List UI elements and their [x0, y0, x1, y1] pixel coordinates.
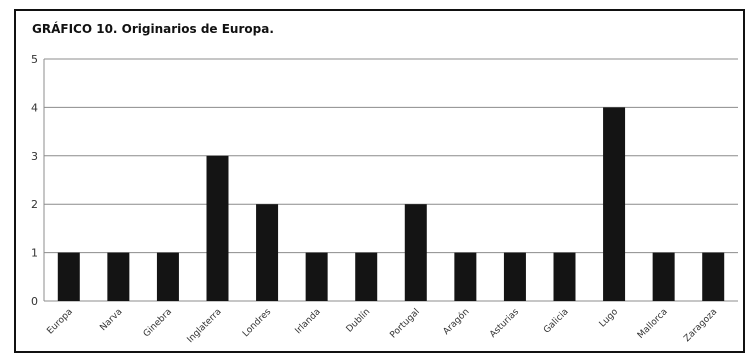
x-tick-label: Ginebra — [142, 307, 174, 339]
bar-dublín — [355, 252, 378, 301]
bar-zaragoza — [702, 252, 725, 301]
y-tick-label: 3 — [31, 150, 38, 163]
x-tick-label: Inglaterra — [185, 307, 223, 345]
bar-irlanda — [305, 252, 328, 301]
x-tick-label: Mallorca — [636, 307, 670, 341]
y-tick-label: 4 — [31, 101, 38, 114]
chart-title: GRÁFICO 10. Originarios de Europa. — [32, 22, 274, 36]
y-tick-label: 0 — [31, 295, 38, 308]
bar-narva — [107, 252, 130, 301]
x-tick-label: Aragón — [441, 306, 472, 337]
y-tick-label: 2 — [31, 198, 38, 211]
bar-inglaterra — [206, 155, 229, 301]
bar-londres — [256, 204, 279, 301]
x-tick-label: Zaragoza — [682, 307, 719, 344]
x-tick-label: Irlanda — [294, 307, 323, 336]
y-tick-label: 1 — [31, 247, 38, 260]
bar-aragón — [454, 252, 477, 301]
bar-asturias — [503, 252, 526, 301]
x-tick-label: Galicia — [542, 307, 571, 336]
bar-lugo — [603, 107, 626, 302]
bar-portugal — [404, 204, 427, 301]
x-tick-label: Lugo — [598, 307, 621, 330]
x-tick-label: Asturias — [488, 307, 521, 340]
bar-europa — [57, 252, 80, 301]
y-tick-label: 5 — [31, 53, 38, 66]
bar-mallorca — [652, 252, 675, 301]
x-tick-label: Dublín — [345, 307, 373, 335]
bar-ginebra — [156, 252, 179, 301]
x-tick-label: Europa — [45, 307, 74, 336]
x-tick-label: Portugal — [388, 307, 421, 340]
bar-galicia — [553, 252, 576, 301]
x-tick-label: Londres — [241, 307, 273, 339]
x-tick-label: Narva — [98, 307, 124, 333]
